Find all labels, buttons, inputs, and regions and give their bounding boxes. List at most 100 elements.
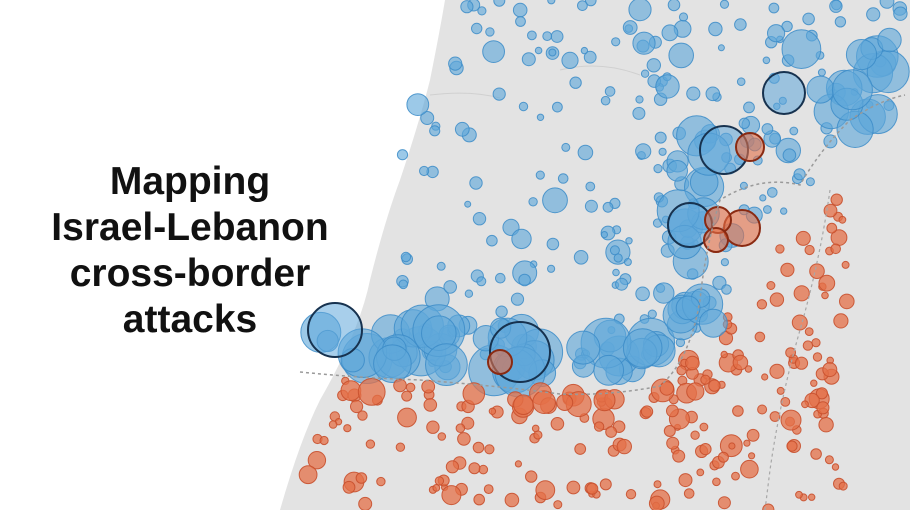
attack-marker	[546, 237, 560, 251]
attack-marker	[584, 199, 598, 213]
attack-marker	[469, 176, 483, 190]
attack-marker	[705, 86, 721, 102]
attack-marker	[504, 492, 520, 508]
attack-marker	[676, 365, 687, 376]
attack-marker	[534, 46, 543, 55]
attack-marker	[877, 27, 902, 53]
attack-marker	[419, 165, 430, 177]
attack-marker	[393, 378, 407, 393]
attack-marker	[488, 407, 497, 415]
attack-marker	[776, 386, 785, 395]
attack-marker	[818, 274, 836, 292]
attack-marker	[574, 443, 587, 455]
attack-marker	[653, 164, 663, 174]
attack-marker	[632, 106, 646, 120]
attack-marker	[780, 397, 791, 407]
attack-marker	[802, 340, 814, 351]
attack-marker	[653, 282, 675, 304]
attack-marker	[822, 362, 838, 378]
attack-marker	[775, 244, 785, 254]
attack-markers	[298, 0, 910, 510]
attack-marker	[472, 212, 487, 226]
attack-marker	[635, 143, 652, 160]
attack-marker	[420, 111, 435, 125]
attack-marker	[448, 56, 463, 71]
attack-marker	[510, 292, 525, 306]
attack-marker	[809, 263, 825, 280]
title-block: Mapping Israel-Lebanon cross-border atta…	[51, 160, 328, 341]
attack-marker	[527, 30, 537, 41]
attack-marker	[667, 0, 681, 12]
attack-marker	[612, 268, 620, 277]
attack-marker	[690, 430, 700, 440]
attack-marker	[577, 0, 588, 11]
attack-marker	[307, 451, 327, 470]
attack-marker	[586, 482, 599, 495]
attack-marker	[791, 314, 808, 331]
attack-marker	[557, 173, 569, 184]
attack-marker	[795, 490, 803, 499]
title-line: Mapping	[110, 160, 270, 203]
attack-marker	[793, 168, 806, 181]
attack-marker	[834, 16, 847, 28]
attack-marker	[720, 350, 728, 359]
attack-marker	[826, 222, 838, 234]
attack-marker	[640, 69, 650, 78]
attack-marker	[661, 24, 679, 42]
attack-marker	[492, 87, 506, 101]
attack-marker	[786, 440, 798, 452]
attack-marker	[484, 444, 495, 455]
attack-marker	[593, 389, 616, 412]
attack-marker	[675, 295, 701, 321]
attack-marker	[767, 187, 778, 198]
attack-marker	[743, 439, 751, 447]
attack-marker	[756, 299, 768, 310]
attack-marker	[762, 56, 771, 65]
attack-marker	[535, 480, 556, 501]
attack-marker	[605, 426, 617, 438]
attack-marker	[611, 37, 621, 47]
attack-marker	[810, 379, 818, 387]
attack-marker	[343, 424, 352, 433]
attack-marker	[476, 276, 487, 287]
attack-marker	[739, 181, 748, 190]
attack-marker	[434, 476, 445, 486]
attack-marker	[794, 356, 809, 370]
attack-marker	[734, 18, 747, 31]
attack-marker	[666, 436, 680, 450]
attack-marker	[802, 12, 815, 26]
attack-marker	[405, 382, 416, 393]
attack-marker	[518, 101, 529, 112]
attack-marker	[763, 205, 772, 214]
attack-marker	[804, 244, 815, 256]
title-line: attacks	[123, 298, 257, 341]
attack-marker	[717, 451, 729, 463]
attack-marker	[604, 86, 616, 97]
attack-marker	[528, 197, 538, 207]
attack-marker	[376, 476, 386, 487]
attack-marker	[542, 187, 568, 214]
attack-marker	[622, 328, 663, 368]
attack-marker	[811, 338, 821, 348]
attack-marker	[493, 0, 506, 7]
attack-marker	[829, 0, 843, 13]
attack-marker	[401, 390, 413, 402]
attack-marker	[769, 292, 785, 307]
attack-marker	[472, 441, 485, 454]
attack-marker	[808, 493, 816, 501]
attack-marker	[625, 237, 633, 245]
attack-marker	[824, 455, 834, 465]
attack-marker	[717, 44, 725, 52]
attack-marker	[625, 489, 637, 500]
attack-marker	[816, 401, 830, 415]
border-line	[764, 189, 831, 510]
attack-marker	[406, 93, 430, 116]
attack-marker	[600, 231, 609, 239]
highlight-marker	[307, 302, 363, 358]
attack-marker	[602, 201, 614, 213]
attack-marker	[443, 280, 458, 294]
attack-marker	[425, 343, 468, 387]
attack-marker	[495, 305, 508, 318]
attack-marker	[396, 149, 409, 161]
